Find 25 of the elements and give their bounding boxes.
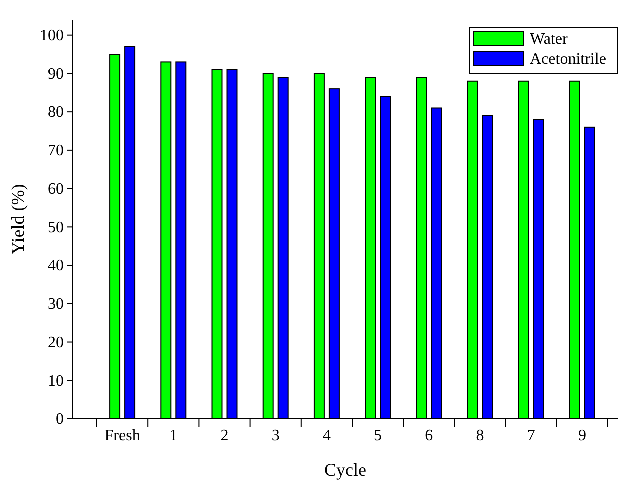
x-tick-label: Fresh (104, 427, 140, 444)
x-tick-label: 8 (476, 427, 484, 444)
y-tick-label: 40 (48, 258, 64, 275)
x-tick-label: 1 (170, 427, 178, 444)
y-tick-label: 0 (56, 411, 64, 428)
x-tick-label: 9 (578, 427, 586, 444)
x-tick-label: 5 (374, 427, 382, 444)
legend-label: Acetonitrile (530, 51, 606, 68)
x-tick-label: 3 (272, 427, 280, 444)
y-tick-label: 50 (48, 219, 64, 236)
y-tick-label: 60 (48, 180, 64, 198)
x-tick-label: 2 (220, 427, 229, 444)
legend-label: Water (530, 31, 568, 48)
y-tick-label: 10 (48, 372, 64, 390)
x-tick-label: 6 (425, 427, 434, 444)
x-tick-label: 7 (527, 427, 536, 444)
y-tick-label: 80 (48, 104, 64, 122)
x-tick-label: 4 (322, 427, 331, 444)
y-tick-label: 20 (48, 334, 64, 352)
y-tick-label: 70 (48, 142, 64, 160)
y-tick-label: 100 (40, 27, 64, 44)
y-tick-label: 30 (48, 296, 64, 314)
y-axis-title: Yield (%) (8, 184, 28, 255)
y-tick-label: 90 (48, 66, 64, 83)
x-axis-title: Cycle (324, 460, 366, 480)
